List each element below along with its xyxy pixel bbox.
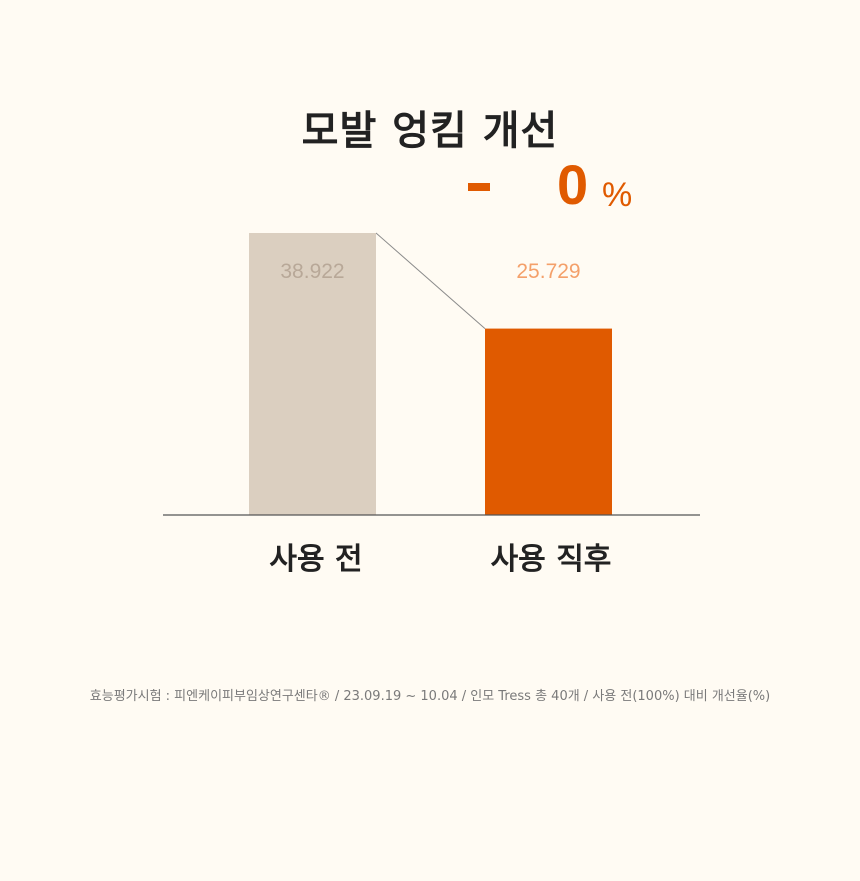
bar-after: [485, 328, 612, 515]
footnote: 효능평가시험 : 피엔케이피부임상연구센타® / 23.09.19 ~ 10.0…: [89, 689, 771, 704]
improvement-stat: 0 %: [462, 150, 662, 220]
chart-title: 모발 엉킴 개선: [301, 108, 559, 154]
category-label-before: 사용 전: [269, 542, 362, 577]
improvement-unit: %: [602, 176, 633, 214]
value-label-after: 25.729: [516, 260, 580, 283]
bar-before: [249, 233, 376, 515]
category-label-after: 사용 직후: [491, 542, 612, 577]
improvement-value: 0: [557, 153, 589, 216]
connector-line: [375, 232, 486, 329]
minus-sign: [468, 183, 490, 191]
bar-chart: 38.922 25.729 사용 전 사용 직후: [163, 232, 700, 577]
value-label-before: 38.922: [280, 260, 344, 283]
